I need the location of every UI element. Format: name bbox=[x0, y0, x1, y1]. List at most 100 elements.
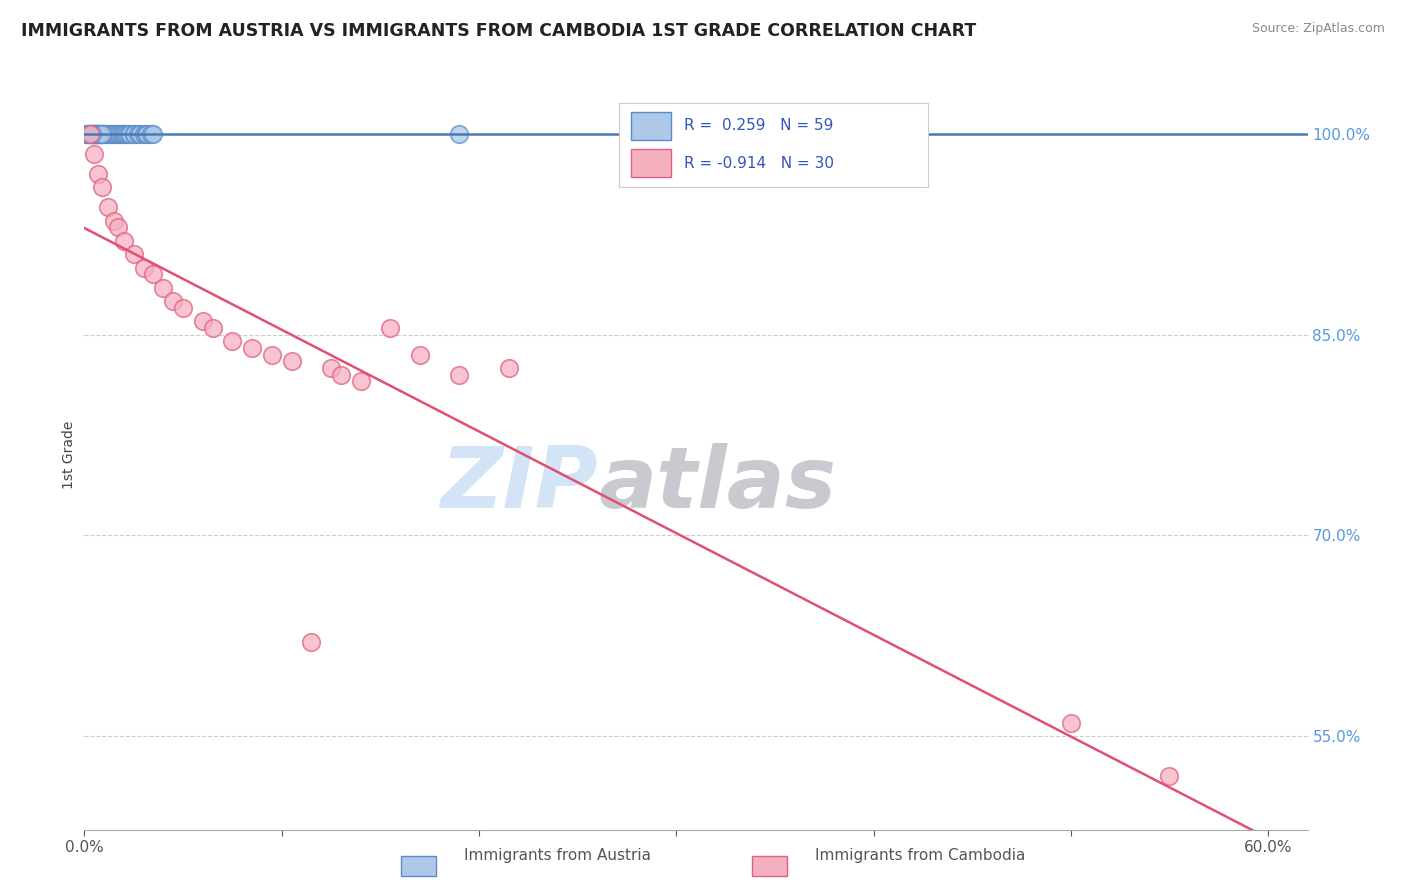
Point bbox=[89, 127, 111, 141]
Point bbox=[122, 247, 145, 261]
Point bbox=[449, 368, 471, 382]
Point bbox=[117, 127, 139, 141]
Point bbox=[136, 127, 159, 141]
Point bbox=[94, 127, 117, 141]
Point bbox=[107, 127, 129, 141]
Point bbox=[329, 368, 352, 382]
Text: R =  0.259   N = 59: R = 0.259 N = 59 bbox=[683, 119, 832, 134]
Point bbox=[107, 220, 129, 235]
Point bbox=[201, 321, 224, 335]
Point bbox=[409, 348, 432, 362]
Point bbox=[76, 127, 98, 141]
Point bbox=[93, 127, 115, 141]
Point bbox=[103, 214, 125, 228]
Point bbox=[128, 127, 150, 141]
Point bbox=[111, 127, 134, 141]
Point bbox=[75, 127, 97, 141]
Point bbox=[122, 127, 145, 141]
Point bbox=[98, 127, 121, 141]
Point bbox=[89, 127, 111, 141]
Point bbox=[142, 268, 165, 282]
Point bbox=[82, 127, 104, 141]
Point bbox=[98, 127, 121, 141]
Point bbox=[349, 375, 371, 389]
Point bbox=[112, 127, 135, 141]
Point bbox=[142, 127, 165, 141]
Point bbox=[87, 127, 110, 141]
Point bbox=[83, 127, 105, 141]
Point bbox=[172, 301, 194, 315]
Point bbox=[77, 127, 100, 141]
Point bbox=[84, 127, 107, 141]
Point bbox=[380, 321, 402, 335]
Point bbox=[87, 127, 110, 141]
Point bbox=[82, 127, 104, 141]
Point bbox=[89, 127, 111, 141]
Point bbox=[79, 127, 101, 141]
Point bbox=[82, 127, 104, 141]
Point bbox=[112, 127, 135, 141]
Point bbox=[80, 127, 103, 141]
Point bbox=[87, 127, 110, 141]
Point bbox=[93, 127, 115, 141]
Point bbox=[319, 360, 342, 375]
Point bbox=[79, 127, 101, 141]
Point bbox=[191, 314, 214, 328]
Point bbox=[260, 348, 283, 362]
Point bbox=[127, 127, 149, 141]
Bar bbox=[631, 112, 671, 140]
Point bbox=[1060, 715, 1083, 730]
Text: R = -0.914   N = 30: R = -0.914 N = 30 bbox=[683, 156, 834, 170]
Point bbox=[135, 127, 157, 141]
Text: Immigrants from Austria: Immigrants from Austria bbox=[464, 848, 651, 863]
Text: Source: ZipAtlas.com: Source: ZipAtlas.com bbox=[1251, 22, 1385, 36]
Point bbox=[90, 127, 112, 141]
Point bbox=[114, 127, 136, 141]
Point bbox=[83, 146, 105, 161]
Bar bbox=[631, 149, 671, 178]
Point bbox=[79, 127, 101, 141]
Point bbox=[101, 127, 124, 141]
Point bbox=[91, 180, 114, 194]
Point bbox=[240, 341, 263, 355]
Point bbox=[79, 127, 101, 141]
Point bbox=[221, 334, 243, 348]
Point bbox=[97, 127, 120, 141]
Point bbox=[132, 127, 155, 141]
Text: IMMIGRANTS FROM AUSTRIA VS IMMIGRANTS FROM CAMBODIA 1ST GRADE CORRELATION CHART: IMMIGRANTS FROM AUSTRIA VS IMMIGRANTS FR… bbox=[21, 22, 976, 40]
Point bbox=[103, 127, 125, 141]
Point bbox=[91, 127, 114, 141]
Point bbox=[87, 167, 110, 181]
Point bbox=[82, 127, 104, 141]
Point bbox=[84, 127, 107, 141]
Point bbox=[83, 127, 105, 141]
Point bbox=[83, 127, 105, 141]
Point bbox=[91, 127, 114, 141]
Point bbox=[118, 127, 141, 141]
Point bbox=[1159, 769, 1181, 783]
Y-axis label: 1st Grade: 1st Grade bbox=[62, 421, 76, 489]
Text: ZIP: ZIP bbox=[440, 443, 598, 526]
Point bbox=[77, 127, 100, 141]
Point bbox=[112, 234, 135, 248]
Point bbox=[498, 360, 520, 375]
Point bbox=[84, 127, 107, 141]
Point bbox=[141, 127, 163, 141]
Point bbox=[162, 294, 184, 309]
Point bbox=[132, 260, 155, 275]
Point bbox=[449, 127, 471, 141]
Point bbox=[108, 127, 131, 141]
Point bbox=[86, 127, 108, 141]
Point bbox=[84, 127, 107, 141]
Point bbox=[82, 127, 104, 141]
Point bbox=[79, 127, 101, 141]
Point bbox=[152, 280, 174, 294]
Point bbox=[91, 127, 114, 141]
Point bbox=[299, 635, 322, 649]
Point bbox=[104, 127, 127, 141]
Point bbox=[280, 354, 302, 368]
Point bbox=[122, 127, 145, 141]
Text: atlas: atlas bbox=[598, 443, 837, 526]
Point bbox=[97, 201, 120, 215]
Text: Immigrants from Cambodia: Immigrants from Cambodia bbox=[815, 848, 1026, 863]
